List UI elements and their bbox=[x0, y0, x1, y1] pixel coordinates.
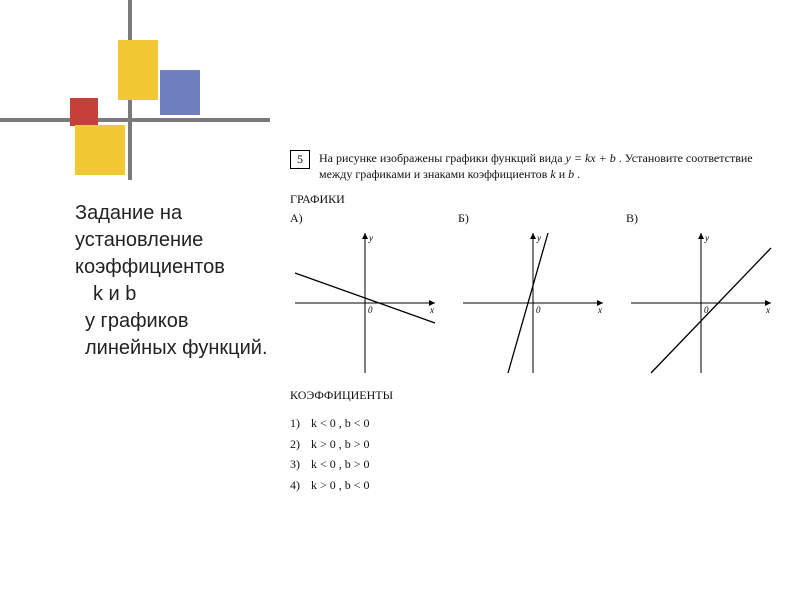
problem-intro: На рисунке изображены графики функций ви… bbox=[319, 150, 759, 182]
problem-number-box: 5 bbox=[290, 150, 310, 169]
task-description: Задание на установление коэффициентов k … bbox=[75, 200, 275, 362]
coefficients-label: КОЭФФИЦИЕНТЫ bbox=[290, 388, 790, 403]
coef-1-text: k < 0 , b < 0 bbox=[311, 416, 370, 430]
intro-k: k bbox=[550, 167, 555, 181]
plot-b-y-label: y bbox=[536, 233, 541, 243]
decor-block-red bbox=[70, 98, 98, 126]
coef-row-4: 4) k > 0 , b < 0 bbox=[290, 475, 790, 495]
problem-block: 5 На рисунке изображены графики функций … bbox=[290, 150, 790, 495]
plot-b-y-arrow-icon bbox=[530, 233, 536, 239]
plot-c-line bbox=[651, 248, 771, 373]
task-desc-line3: у графиков линейных функций. bbox=[85, 308, 275, 362]
plot-a-y-arrow-icon bbox=[362, 233, 368, 239]
plot-a-x-label: x bbox=[429, 305, 434, 315]
intro-end: . bbox=[577, 167, 580, 181]
plot-c-y-label: y bbox=[704, 233, 709, 243]
intro-text-a: На рисунке изображены графики функций ви… bbox=[319, 151, 566, 165]
task-desc-line2: k и b bbox=[93, 281, 275, 308]
intro-and: и bbox=[559, 167, 568, 181]
plot-c: В) x y 0 bbox=[626, 211, 776, 378]
decor-block-yellow-bottom bbox=[75, 125, 125, 175]
intro-b: b bbox=[568, 167, 574, 181]
coef-1-idx: 1) bbox=[290, 413, 308, 433]
coef-2-text: k > 0 , b > 0 bbox=[311, 437, 370, 451]
plot-c-x-label: x bbox=[765, 305, 770, 315]
plot-b-x-label: x bbox=[597, 305, 602, 315]
coef-row-1: 1) k < 0 , b < 0 bbox=[290, 413, 790, 433]
plot-b-label: Б) bbox=[458, 211, 608, 226]
coef-row-2: 2) k > 0 , b > 0 bbox=[290, 434, 790, 454]
coef-row-3: 3) k < 0 , b > 0 bbox=[290, 454, 790, 474]
plot-c-y-arrow-icon bbox=[698, 233, 704, 239]
decor-block-yellow-top bbox=[118, 40, 158, 100]
coef-3-idx: 3) bbox=[290, 454, 308, 474]
coef-4-idx: 4) bbox=[290, 475, 308, 495]
coef-3-text: k < 0 , b > 0 bbox=[311, 457, 370, 471]
plot-a-y-label: y bbox=[368, 233, 373, 243]
plot-b: Б) x y 0 bbox=[458, 211, 608, 378]
coef-4-text: k > 0 , b < 0 bbox=[311, 478, 370, 492]
plot-a-svg: x y 0 bbox=[290, 228, 440, 378]
plots-row: А) x y 0 Б) x y 0 bbox=[290, 211, 790, 378]
plot-a: А) x y 0 bbox=[290, 211, 440, 378]
plot-a-origin: 0 bbox=[368, 305, 373, 315]
graphs-label: ГРАФИКИ bbox=[290, 192, 790, 207]
decor-block-blue bbox=[160, 70, 200, 115]
decor-line-horizontal bbox=[0, 118, 270, 122]
coef-2-idx: 2) bbox=[290, 434, 308, 454]
task-desc-line1: Задание на установление коэффициентов bbox=[75, 200, 275, 281]
plot-c-svg: x y 0 bbox=[626, 228, 776, 378]
plot-b-origin: 0 bbox=[536, 305, 541, 315]
coefficients-list: 1) k < 0 , b < 0 2) k > 0 , b > 0 3) k <… bbox=[290, 413, 790, 495]
plot-c-label: В) bbox=[626, 211, 776, 226]
intro-formula: y = kx + b bbox=[566, 151, 616, 165]
plot-b-svg: x y 0 bbox=[458, 228, 608, 378]
plot-a-label: А) bbox=[290, 211, 440, 226]
